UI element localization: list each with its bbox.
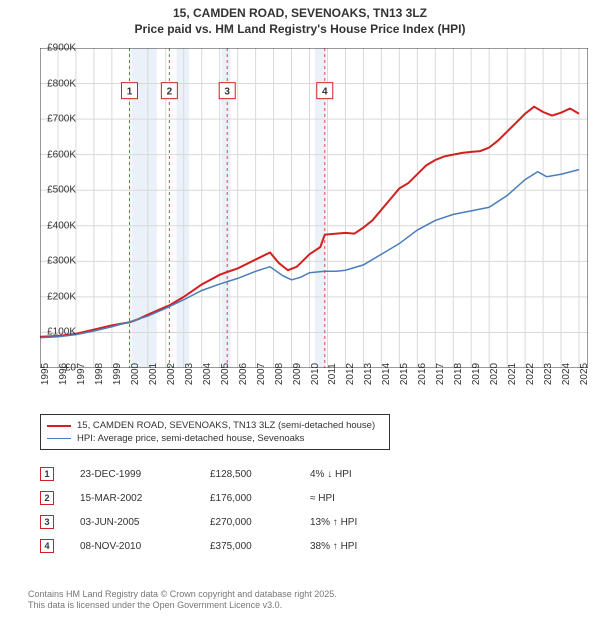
- chart-area: 1234 £0£100K£200K£300K£400K£500K£600K£70…: [40, 48, 588, 368]
- x-tick-label: 1995: [40, 363, 51, 385]
- x-tick-label: 2012: [345, 363, 356, 385]
- sale-price: £270,000: [210, 517, 310, 528]
- x-tick-label: 2004: [202, 363, 213, 385]
- y-tick-label: £500K: [47, 185, 76, 196]
- sale-date: 15-MAR-2002: [80, 493, 210, 504]
- y-tick-label: £800K: [47, 78, 76, 89]
- chart-title: 15, CAMDEN ROAD, SEVENOAKS, TN13 3LZ Pri…: [0, 0, 600, 37]
- legend-swatch: [47, 438, 71, 439]
- x-tick-label: 2001: [148, 363, 159, 385]
- x-tick-label: 2020: [489, 363, 500, 385]
- x-tick-label: 2005: [220, 363, 231, 385]
- svg-text:1: 1: [127, 87, 133, 98]
- sale-marker: 2: [40, 491, 54, 505]
- y-tick-label: £100K: [47, 327, 76, 338]
- x-tick-label: 2007: [256, 363, 267, 385]
- x-tick-label: 2022: [525, 363, 536, 385]
- x-tick-label: 2017: [435, 363, 446, 385]
- legend-item: HPI: Average price, semi-detached house,…: [47, 432, 383, 445]
- sale-delta: 13% ↑ HPI: [310, 517, 430, 528]
- sale-delta: ≈ HPI: [310, 493, 430, 504]
- sale-price: £375,000: [210, 541, 310, 552]
- y-tick-label: £200K: [47, 291, 76, 302]
- legend-swatch: [47, 425, 71, 427]
- sales-row: 4 08-NOV-2010£375,00038% ↑ HPI: [40, 534, 430, 558]
- y-tick-label: £400K: [47, 220, 76, 231]
- y-tick-label: £300K: [47, 256, 76, 267]
- legend-label: HPI: Average price, semi-detached house,…: [77, 433, 304, 444]
- sale-marker: 1: [40, 467, 54, 481]
- x-tick-label: 2013: [363, 363, 374, 385]
- sale-marker: 3: [40, 515, 54, 529]
- y-tick-label: £600K: [47, 149, 76, 160]
- x-tick-label: 2018: [453, 363, 464, 385]
- svg-text:4: 4: [322, 87, 328, 98]
- sale-delta: 4% ↓ HPI: [310, 469, 430, 480]
- x-tick-label: 2023: [543, 363, 554, 385]
- sales-row: 1 23-DEC-1999£128,5004% ↓ HPI: [40, 462, 430, 486]
- x-tick-label: 2016: [417, 363, 428, 385]
- svg-text:2: 2: [167, 87, 173, 98]
- footer-line-2: This data is licensed under the Open Gov…: [28, 600, 337, 612]
- x-tick-label: 1999: [112, 363, 123, 385]
- x-tick-label: 2002: [166, 363, 177, 385]
- x-tick-label: 2011: [327, 363, 338, 385]
- x-tick-label: 2019: [471, 363, 482, 385]
- x-tick-label: 2025: [579, 363, 590, 385]
- x-tick-label: 2006: [238, 363, 249, 385]
- y-tick-label: £900K: [47, 43, 76, 54]
- x-tick-label: 2008: [274, 363, 285, 385]
- sale-date: 03-JUN-2005: [80, 517, 210, 528]
- line-chart: 1 2 3 4: [40, 48, 588, 368]
- x-tick-label: 1998: [94, 363, 105, 385]
- sale-marker: 4: [40, 539, 54, 553]
- sale-price: £128,500: [210, 469, 310, 480]
- x-tick-label: 2024: [561, 363, 572, 385]
- x-tick-label: 2010: [310, 363, 321, 385]
- x-tick-label: 2003: [184, 363, 195, 385]
- x-tick-label: 1996: [58, 363, 69, 385]
- sales-table: 1 23-DEC-1999£128,5004% ↓ HPI 2 15-MAR-2002…: [40, 462, 430, 558]
- x-tick-label: 2014: [381, 363, 392, 385]
- sale-date: 23-DEC-1999: [80, 469, 210, 480]
- x-tick-label: 2000: [130, 363, 141, 385]
- x-tick-label: 2009: [292, 363, 303, 385]
- x-tick-label: 2015: [399, 363, 410, 385]
- sales-row: 2 15-MAR-2002£176,000≈ HPI: [40, 486, 430, 510]
- x-tick-label: 2021: [507, 363, 518, 385]
- legend-item: 15, CAMDEN ROAD, SEVENOAKS, TN13 3LZ (se…: [47, 419, 383, 432]
- x-tick-label: 1997: [76, 363, 87, 385]
- title-line-1: 15, CAMDEN ROAD, SEVENOAKS, TN13 3LZ: [0, 6, 600, 22]
- title-line-2: Price paid vs. HM Land Registry's House …: [0, 22, 600, 38]
- sale-delta: 38% ↑ HPI: [310, 541, 430, 552]
- legend-label: 15, CAMDEN ROAD, SEVENOAKS, TN13 3LZ (se…: [77, 420, 375, 431]
- footer-line-1: Contains HM Land Registry data © Crown c…: [28, 589, 337, 601]
- footer-attribution: Contains HM Land Registry data © Crown c…: [28, 589, 337, 612]
- y-tick-label: £700K: [47, 114, 76, 125]
- sale-date: 08-NOV-2010: [80, 541, 210, 552]
- sale-price: £176,000: [210, 493, 310, 504]
- svg-text:3: 3: [224, 87, 230, 98]
- legend: 15, CAMDEN ROAD, SEVENOAKS, TN13 3LZ (se…: [40, 414, 390, 450]
- sales-row: 3 03-JUN-2005£270,00013% ↑ HPI: [40, 510, 430, 534]
